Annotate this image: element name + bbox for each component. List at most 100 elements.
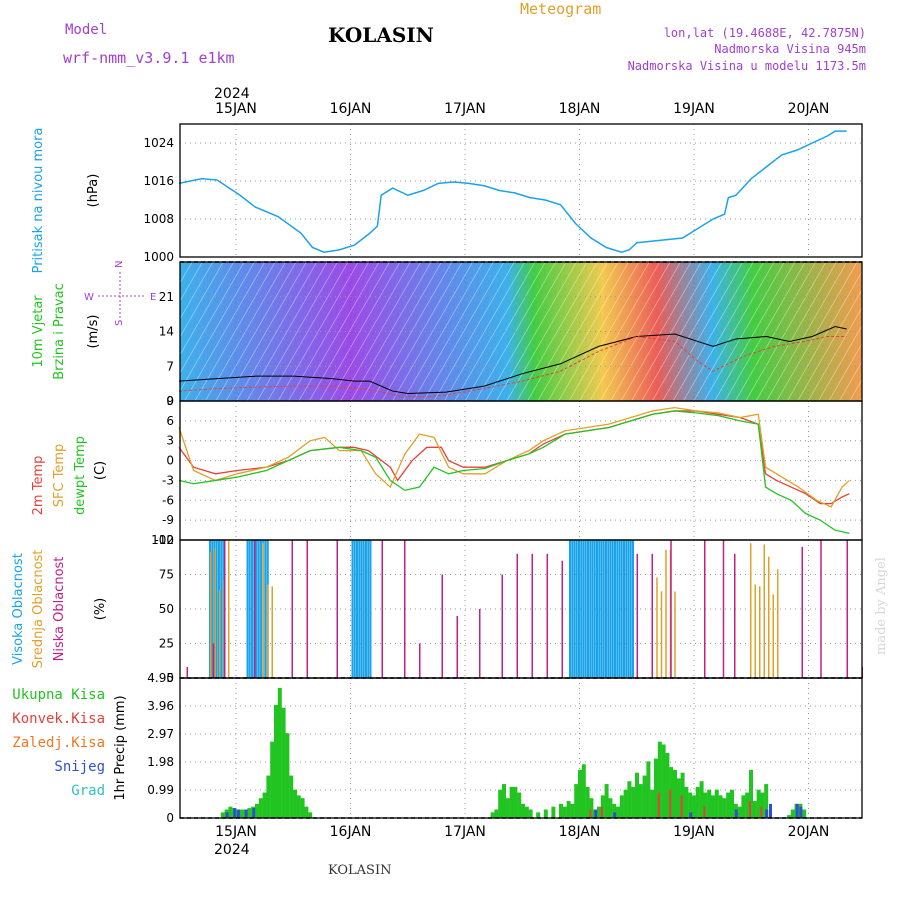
- precip-bar-2: [734, 809, 738, 818]
- day-label-top: 17JAN: [444, 101, 486, 117]
- cloud-low-bar: [404, 540, 406, 678]
- day-label-bottom: 15JAN: [215, 824, 257, 840]
- precip-axis-label: 1hr Precip (mm): [113, 695, 128, 800]
- compass-west: W: [84, 292, 94, 303]
- precip-bar-0: [684, 786, 689, 818]
- cloud-low-bar: [722, 540, 725, 678]
- cloud-high-bar: [220, 540, 223, 678]
- precip-bar-0: [551, 806, 556, 818]
- cloud-high-bar: [569, 540, 571, 678]
- cloud-high-bar: [580, 540, 583, 678]
- temp-tick-label: 6: [166, 414, 174, 428]
- cloud-low-bar: [419, 643, 421, 678]
- cloud-high-bar: [596, 540, 598, 678]
- cloud-low-bar: [306, 540, 308, 678]
- cloud-high-bar: [607, 540, 610, 678]
- cloud-high-bar: [575, 540, 578, 678]
- cloud-high-bar: [602, 540, 605, 678]
- cloud-low-bar: [212, 643, 215, 678]
- precip-legend-2: Zaledj.Kisa: [12, 735, 105, 751]
- cloud-axis-label-high: Visoka Oblacnost: [11, 553, 26, 665]
- compass-north: N: [114, 261, 125, 268]
- cloud-mid-bar: [219, 589, 221, 678]
- precip-bar-0: [711, 795, 715, 818]
- cloud-high-bar: [358, 540, 361, 678]
- precip-bar-2: [594, 809, 598, 818]
- precip-bar-0: [255, 803, 259, 818]
- precip-bar-0: [722, 798, 727, 818]
- cloud-high-bar: [616, 540, 619, 678]
- temp-tick-label: -9: [162, 513, 174, 527]
- precip-bar-0: [505, 798, 510, 818]
- cloud-high-bar: [625, 540, 628, 678]
- precip-legend-0: Ukupna Kisa: [12, 687, 105, 703]
- precip-bar-0: [281, 707, 286, 818]
- wind-axis-label-2: Brzina i Pravac: [52, 283, 67, 380]
- temp-tick-label: 3: [166, 434, 174, 448]
- precip-bar-0: [293, 789, 297, 818]
- compass-south: S: [114, 320, 125, 326]
- precip-bar-1: [749, 801, 751, 818]
- temp-line-1: [178, 406, 850, 508]
- cloud-high-bar: [353, 540, 356, 678]
- precip-bar-0: [296, 795, 301, 818]
- cloud-high-bar: [584, 540, 587, 678]
- cloud-high-bar: [251, 540, 253, 678]
- cloud-low-bar: [456, 615, 458, 678]
- precip-bar-0: [578, 769, 582, 818]
- temp-tick-label: -3: [162, 473, 174, 487]
- temp-axis-label-dewpt: dewpt Temp: [73, 436, 88, 515]
- precip-bar-0: [528, 809, 533, 818]
- cloud-mid-bar: [228, 541, 230, 678]
- cloud-low-bar: [820, 540, 822, 678]
- model-value: wrf-nmm_v3.9.1 e1km: [63, 49, 235, 67]
- cloud-low-bar: [516, 553, 518, 678]
- wind-speed-line: [178, 335, 847, 398]
- cloud-mid-bar: [754, 584, 756, 678]
- precip-bar-2: [233, 808, 237, 818]
- cloud-mid-bar: [267, 584, 269, 678]
- precip-legend-3: Snijeg: [54, 759, 105, 775]
- precip-bar-0: [627, 781, 632, 818]
- precip-bar-0: [646, 761, 651, 818]
- precip-bar-0: [676, 778, 681, 818]
- precip-bar-0: [585, 786, 590, 818]
- precip-bar-0: [270, 741, 275, 818]
- pressure-tick-label: 1024: [143, 136, 174, 150]
- precip-bar-0: [524, 806, 529, 818]
- precip-bar-0: [608, 798, 613, 818]
- year-top: 2024: [214, 86, 250, 102]
- precip-legend-4: Grad: [71, 783, 105, 799]
- precip-bar-2: [225, 812, 229, 818]
- cloud-mid-bar: [759, 586, 761, 678]
- precip-bar-0: [635, 772, 639, 818]
- precip-bar-0: [220, 812, 225, 818]
- precip-bar-0: [756, 789, 761, 818]
- cloud-high-bar: [356, 540, 358, 678]
- cloud-tick-label: 50: [159, 602, 174, 616]
- precip-tick-label: 4.95: [147, 671, 174, 685]
- precip-bar-0: [787, 815, 791, 818]
- cloud-low-bar: [254, 540, 256, 678]
- pressure-tick-label: 1000: [143, 250, 174, 264]
- cloud-low-bar: [531, 553, 533, 678]
- cloud-high-bar: [351, 540, 354, 678]
- cloud-mid-bar: [674, 591, 676, 678]
- cloud-high-bar: [365, 540, 367, 678]
- precip-bar-0: [509, 786, 514, 818]
- model-label: Model: [65, 22, 107, 38]
- precip-bar-0: [494, 809, 499, 818]
- model-elevation-text: Nadmorska Visina u modelu 1173.5m: [628, 59, 866, 73]
- cloud-low-bar: [336, 540, 338, 678]
- temp-unit-label: (C): [93, 461, 108, 480]
- cloud-mid-bar: [750, 543, 752, 678]
- wind-tick-label: 21: [159, 290, 174, 304]
- cloud-mid-bar: [777, 569, 779, 678]
- cloud-high-bar: [362, 540, 365, 678]
- precip-bar-0: [631, 786, 636, 818]
- cloud-high-bar: [211, 540, 214, 678]
- precip-bar-0: [745, 792, 750, 818]
- pressure-tick-label: 1016: [143, 174, 174, 188]
- cloud-tick-label: 75: [159, 568, 174, 582]
- precip-bar-0: [502, 784, 506, 818]
